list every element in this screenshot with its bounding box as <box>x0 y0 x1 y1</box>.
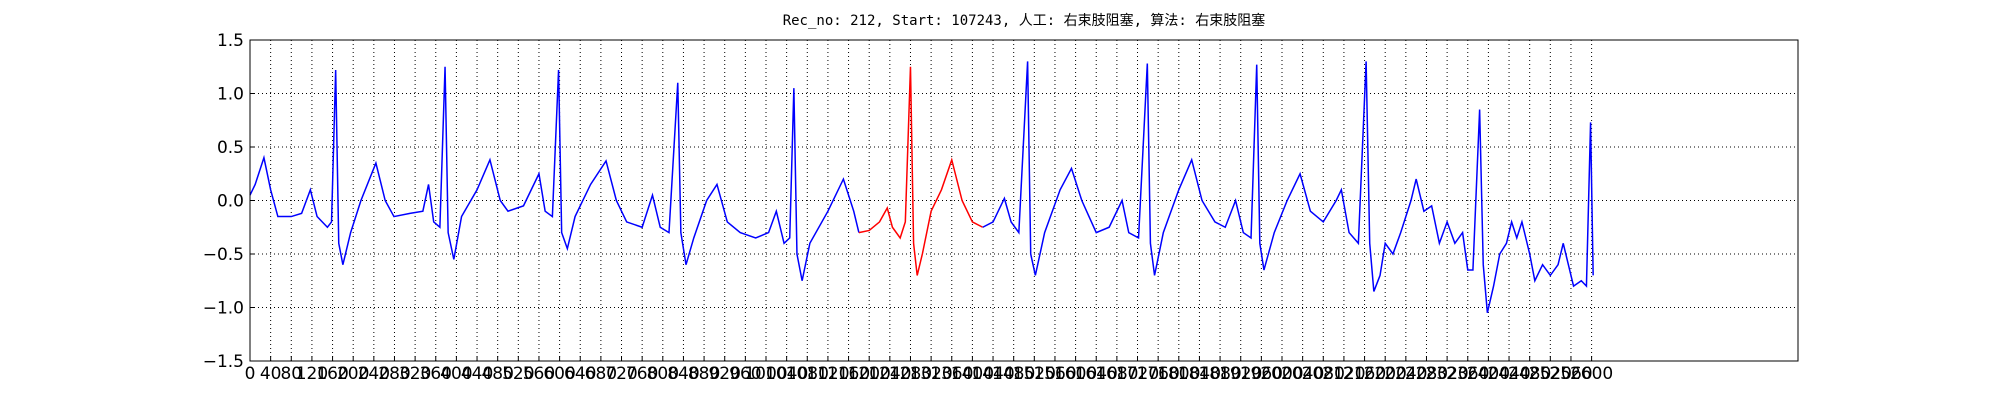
x-tick-label: 2600 <box>1570 364 1613 384</box>
x-tick-label: 1080 <box>786 364 829 384</box>
x-tick-label: 2160 <box>1343 364 1386 384</box>
x-tick-label: 560 <box>523 364 555 384</box>
y-tick-label: 0.0 <box>217 192 244 212</box>
y-tick-label: −0.5 <box>203 245 244 265</box>
x-tick-label: 200 <box>337 364 369 384</box>
y-tick-label: 0.5 <box>217 138 244 158</box>
x-tick-label: 440 <box>461 364 493 384</box>
x-tick-label: 2320 <box>1425 364 1468 384</box>
x-tick-label: 2520 <box>1529 364 1572 384</box>
x-tick-label: 1320 <box>909 364 952 384</box>
x-tick-label: 1120 <box>806 364 849 384</box>
x-tick-label: 2200 <box>1364 364 1407 384</box>
x-tick-label: 1760 <box>1137 364 1180 384</box>
x-tick-label: 960 <box>729 364 761 384</box>
x-tick-label: 1040 <box>765 364 808 384</box>
x-tick-label: 2040 <box>1281 364 1324 384</box>
x-tick-label: 1360 <box>930 364 973 384</box>
x-tick-label: 0 <box>245 364 256 384</box>
x-tick-label: 2440 <box>1487 364 1530 384</box>
x-tick-label: 120 <box>296 364 328 384</box>
x-tick-label: 320 <box>399 364 431 384</box>
x-tick-label: 760 <box>626 364 658 384</box>
x-tick-label: 1440 <box>971 364 1014 384</box>
x-tick-label: 1520 <box>1013 364 1056 384</box>
x-tick-label: 480 <box>481 364 513 384</box>
y-tick-label: 1.5 <box>217 31 244 51</box>
x-tick-label: 600 <box>543 364 575 384</box>
x-tick-label: 1000 <box>744 364 787 384</box>
x-tick-label: 800 <box>647 364 679 384</box>
y-tick-label: 1.0 <box>217 85 244 105</box>
x-tick-label: 1280 <box>889 364 932 384</box>
x-tick-label: 2240 <box>1384 364 1427 384</box>
x-tick-label: 80 <box>280 364 302 384</box>
x-tick-label: 520 <box>502 364 534 384</box>
x-tick-label: 1880 <box>1198 364 1241 384</box>
x-tick-label: 720 <box>605 364 637 384</box>
x-tick-label: 1560 <box>1033 364 1076 384</box>
x-tick-label: 40 <box>260 364 282 384</box>
x-tick-label: 640 <box>564 364 596 384</box>
x-tick-label: 2560 <box>1549 364 1592 384</box>
x-tick-label: 400 <box>440 364 472 384</box>
x-tick-label: 1400 <box>951 364 994 384</box>
x-tick-label: 2400 <box>1467 364 1510 384</box>
x-tick-label: 280 <box>378 364 410 384</box>
ecg-line <box>249 66 860 281</box>
x-tick-label: 2360 <box>1446 364 1489 384</box>
x-tick-label: 1160 <box>827 364 870 384</box>
x-tick-label: 160 <box>316 364 348 384</box>
x-tick-label: 1600 <box>1054 364 1097 384</box>
ecg-line <box>858 66 984 276</box>
x-tick-label: 1720 <box>1116 364 1159 384</box>
y-tick-label: −1.0 <box>203 299 244 319</box>
x-tick-label: 1480 <box>992 364 1035 384</box>
x-tick-label: 2000 <box>1260 364 1303 384</box>
x-tick-label: 880 <box>688 364 720 384</box>
x-tick-label: 240 <box>358 364 390 384</box>
chart-title: Rec_no: 212, Start: 107243, 人工: 右束肢阻塞, 算… <box>783 12 1266 29</box>
x-tick-label: 2080 <box>1302 364 1345 384</box>
x-tick-label: 1960 <box>1240 364 1283 384</box>
x-tick-label: 1800 <box>1157 364 1200 384</box>
x-tick-label: 1640 <box>1075 364 1118 384</box>
x-tick-label: 1240 <box>868 364 911 384</box>
x-tick-label: 1680 <box>1095 364 1138 384</box>
x-tick-label: 680 <box>585 364 617 384</box>
x-tick-label: 1920 <box>1219 364 1262 384</box>
x-tick-label: 920 <box>708 364 740 384</box>
x-tick-label: 1840 <box>1178 364 1221 384</box>
y-tick-label: −1.5 <box>203 352 244 372</box>
x-tick-label: 360 <box>420 364 452 384</box>
ecg-line <box>982 61 1594 314</box>
x-tick-label: 2480 <box>1508 364 1551 384</box>
x-tick-label: 1200 <box>848 364 891 384</box>
x-tick-label: 2280 <box>1405 364 1448 384</box>
plot-frame <box>249 39 1799 362</box>
x-tick-label: 840 <box>667 364 699 384</box>
x-tick-label: 2120 <box>1322 364 1365 384</box>
